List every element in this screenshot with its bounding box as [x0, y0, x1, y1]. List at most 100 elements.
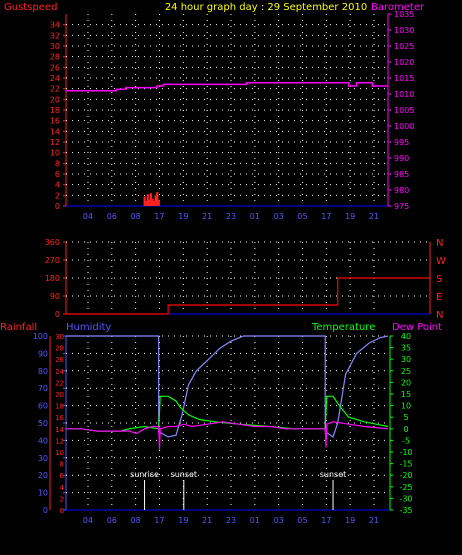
x-tick-label: 04: [83, 212, 93, 221]
humidity-tick-label: 50: [38, 419, 48, 428]
rainfall-tick-label: 6: [60, 472, 65, 480]
dew-point-series: [66, 421, 389, 450]
x-tick-label: 05: [297, 212, 307, 221]
compass-label: E: [436, 292, 442, 303]
wind-direction-series: [66, 277, 388, 315]
gust-tick-label: 30: [50, 42, 60, 51]
barometer-tick-label: 1035: [394, 10, 414, 19]
sun-marker-label: sunrise: [130, 470, 159, 479]
rainfall-tick-label: 2: [60, 495, 64, 503]
gust-bar: [145, 200, 148, 206]
barometer-tick-label: 1010: [394, 90, 414, 99]
temperature-tick-label: -5: [402, 436, 410, 445]
gust-tick-label: 16: [50, 117, 60, 126]
temperature-tick-label: -35: [399, 506, 412, 515]
barometer-tick-label: 995: [394, 138, 409, 147]
temperature-tick-label: 30: [401, 355, 411, 364]
x-tick-label: 19: [345, 212, 355, 221]
compass-label: S: [436, 274, 442, 285]
gust-tick-label: 22: [50, 85, 60, 94]
chart-title: 24 hour graph day : 29 September 2010: [165, 2, 367, 13]
gust-bar: [156, 192, 159, 206]
humidity-label: Humidity: [66, 322, 111, 333]
x-tick-label: 01: [250, 516, 260, 525]
dew-point-label: Dew Point: [392, 322, 442, 333]
gust-tick-label: 28: [50, 53, 60, 62]
rainfall-tick-label: 0: [60, 507, 64, 515]
humidity-series: [66, 335, 389, 438]
wind-tick-label: 360: [45, 238, 60, 247]
barometer-tick-label: 985: [394, 170, 409, 179]
humidity-tick-label: 20: [38, 471, 48, 480]
humidity-tick-label: 10: [38, 489, 48, 498]
rainfall-label: Rainfall: [0, 322, 37, 333]
barometer-tick-label: 1020: [394, 58, 414, 67]
x-tick-label: 05: [297, 516, 307, 525]
compass-label: W: [436, 256, 446, 267]
barometer-tick-label: 1015: [394, 74, 414, 83]
x-tick-label: 21: [202, 516, 212, 525]
barometer-tick-label: 1030: [394, 26, 414, 35]
humidity-tick-label: 60: [38, 402, 48, 411]
gust-tick-label: 32: [50, 31, 60, 40]
x-tick-label: 21: [369, 212, 379, 221]
humidity-tick-label: 40: [38, 436, 48, 445]
gust-bar: [151, 198, 154, 206]
humidity-tick-label: 30: [38, 454, 48, 463]
x-tick-label: 17: [321, 212, 331, 221]
barometer-tick-label: 980: [394, 186, 409, 195]
sun-marker-label: sunset: [320, 470, 347, 479]
rainfall-tick-label: 4: [60, 484, 65, 492]
wind-tick-label: 90: [50, 292, 60, 301]
wind-tick-label: 180: [45, 274, 60, 283]
rainfall-tick-label: 10: [55, 449, 64, 457]
gust-tick-label: 14: [50, 127, 60, 136]
rainfall-tick-label: 24: [55, 368, 64, 376]
gust-tick-label: 2: [55, 191, 60, 200]
gust-bar: [149, 193, 153, 206]
temperature-tick-label: 40: [401, 332, 411, 341]
wind-tick-label: 0: [55, 310, 60, 319]
x-tick-label: 23: [226, 212, 236, 221]
temperature-tick-label: 5: [403, 413, 408, 422]
humidity-tick-label: 0: [43, 506, 48, 515]
x-tick-label: 21: [202, 212, 212, 221]
humidity-tick-label: 100: [33, 332, 48, 341]
gust-bar: [157, 199, 160, 206]
gust-tick-label: 20: [50, 95, 60, 104]
gust-tick-label: 26: [50, 63, 60, 72]
rainfall-tick-label: 16: [55, 414, 64, 422]
temperature-tick-label: -10: [399, 448, 412, 457]
x-tick-label: 08: [131, 516, 141, 525]
gust-tick-label: 34: [50, 21, 60, 30]
wind-tick-label: 270: [45, 256, 60, 265]
x-tick-label: 08: [131, 212, 141, 221]
gust-tick-label: 0: [55, 202, 60, 211]
barometer-tick-label: 1000: [394, 122, 414, 131]
x-tick-label: 17: [321, 516, 331, 525]
temperature-label: Temperature: [311, 322, 375, 333]
temperature-tick-label: 0: [403, 425, 408, 434]
temperature-tick-label: 25: [401, 367, 411, 376]
barometer-tick-label: 1005: [394, 106, 414, 115]
gust-tick-label: 24: [50, 74, 60, 83]
rainfall-tick-label: 22: [55, 379, 64, 387]
x-tick-label: 23: [226, 516, 236, 525]
gust-bar: [143, 196, 146, 206]
temperature-tick-label: -15: [399, 460, 412, 469]
temperature-tick-label: 35: [401, 344, 411, 353]
humidity-tick-label: 80: [38, 367, 48, 376]
temperature-tick-label: -20: [399, 471, 412, 480]
rainfall-tick-label: 8: [60, 461, 64, 469]
x-tick-label: 19: [178, 212, 188, 221]
temperature-tick-label: -25: [399, 483, 412, 492]
rainfall-tick-label: 20: [55, 391, 64, 399]
rainfall-tick-label: 28: [55, 345, 64, 353]
gust-tick-label: 18: [50, 106, 60, 115]
temperature-series: [66, 395, 389, 432]
gustspeed-label: Gustspeed: [4, 2, 57, 13]
rainfall-tick-label: 18: [55, 403, 64, 411]
temperature-tick-label: 10: [401, 402, 411, 411]
